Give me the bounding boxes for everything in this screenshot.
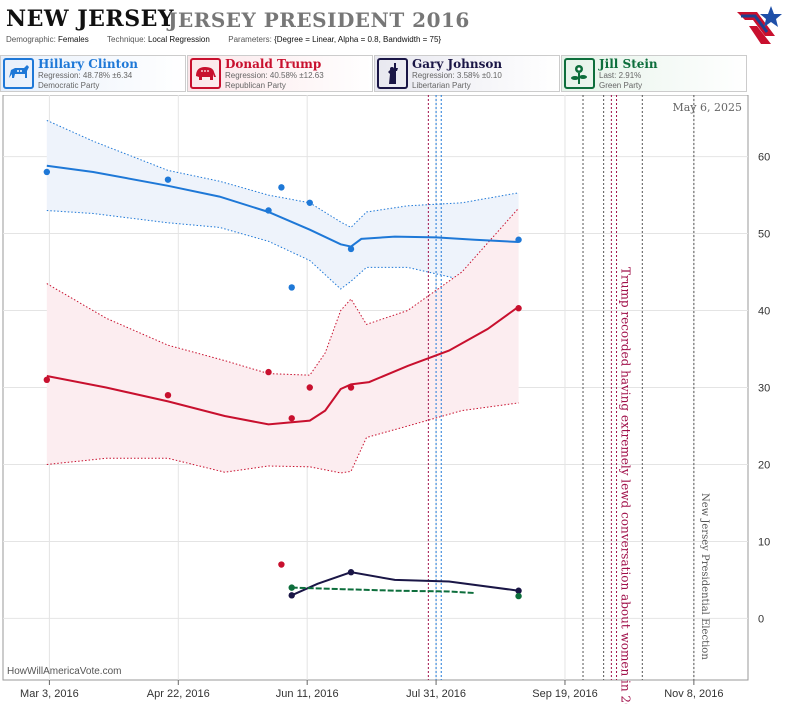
x-tick-label: Jul 31, 2016 [406, 688, 466, 700]
y-tick-label: 30 [758, 383, 770, 395]
candidate-party: Republican Party [225, 81, 286, 90]
x-tick-label: Jun 11, 2016 [276, 688, 339, 700]
y-tick-label: 50 [758, 229, 770, 241]
data-point [43, 168, 51, 176]
data-point [43, 376, 51, 384]
candidate-stat: Regression: 48.78% ±6.34 [38, 71, 133, 80]
data-point [278, 561, 285, 568]
data-point [288, 284, 295, 291]
candidate-card-stein[interactable]: Jill Stein Last: 2.91% Green Party [561, 55, 747, 92]
x-tick-label: Nov 8, 2016 [664, 688, 723, 700]
data-point [347, 245, 355, 253]
candidate-stat: Regression: 3.58% ±0.10 [412, 71, 502, 80]
candidate-party: Green Party [599, 81, 643, 90]
x-tick-label: Mar 3, 2016 [20, 688, 79, 700]
confidence-lower-line [46, 402, 519, 474]
trend-line [291, 571, 519, 597]
site-logo-icon [737, 6, 782, 44]
annotation-label: New Jersey Presidential Election [699, 493, 710, 660]
statue-of-liberty-icon [377, 58, 408, 89]
data-point [288, 592, 295, 599]
data-point [288, 415, 295, 422]
trend-line [46, 164, 519, 248]
confidence-lower-line [46, 210, 519, 292]
y-tick-label: 10 [758, 536, 770, 548]
y-tick-label: 20 [758, 459, 770, 471]
candidate-name: Hillary Clinton [38, 57, 138, 71]
y-tick-label: 60 [758, 152, 770, 164]
confidence-band [46, 208, 519, 473]
polling-chart: 0 10 20 30 40 50 60 Mar 3, 2016 Apr 22, 2016 Jun … [2, 95, 770, 704]
data-point [306, 199, 313, 206]
annotation-label: Trump recorded having extremely lewd con… [618, 267, 632, 704]
candidate-name: Jill Stein [599, 57, 658, 71]
donkey-icon [3, 58, 34, 89]
trend-line [291, 586, 475, 594]
data-point [265, 368, 272, 376]
demographic-label: Demographic: [6, 35, 56, 44]
elephant-icon [190, 58, 221, 89]
candidate-name: Donald Trump [225, 57, 322, 71]
confidence-upper-line [46, 207, 519, 376]
y-tick-label: 0 [758, 613, 764, 625]
data-point [164, 391, 172, 399]
parameters-value: {Degree = Linear, Alpha = 0.8, Bandwidth… [274, 35, 442, 44]
data-point [515, 587, 522, 594]
candidate-card-clinton[interactable]: Hillary Clinton Regression: 48.78% ±6.34… [0, 55, 186, 92]
x-tick-label: Sep 19, 2016 [532, 688, 597, 700]
trend-line [46, 305, 520, 426]
data-point [164, 176, 172, 183]
candidate-party: Democratic Party [38, 81, 100, 90]
state-title: NEW JERSEY [6, 6, 175, 32]
technique-value: Local Regression [147, 35, 210, 44]
technique-label: Technique: [107, 35, 146, 44]
data-point [347, 569, 355, 576]
data-point [347, 384, 355, 391]
data-point [515, 236, 522, 243]
parameters-label: Parameters: [228, 35, 272, 44]
parameters-line: Demographic: Females Technique: Local Re… [6, 35, 441, 44]
y-tick-label: 40 [758, 306, 770, 318]
flower-icon [564, 58, 595, 89]
candidate-stat: Last: 2.91% [599, 71, 642, 80]
watermark: HowWillAmericaVote.com [7, 666, 121, 677]
data-point [306, 384, 313, 391]
data-point [515, 305, 522, 312]
candidate-stat: Regression: 40.58% ±12.63 [225, 71, 324, 80]
confidence-band [46, 120, 519, 292]
candidate-party: Libertarian Party [412, 81, 471, 90]
candidate-card-trump[interactable]: Donald Trump Regression: 40.58% ±12.63 R… [187, 55, 373, 92]
data-point [265, 207, 272, 214]
candidate-name: Gary Johnson [412, 57, 503, 71]
date-stamp: May 6, 2025 [672, 101, 742, 114]
x-tick-label: Apr 22, 2016 [147, 688, 210, 700]
confidence-upper-line [46, 119, 519, 229]
data-point [278, 184, 285, 191]
demographic-value: Females [58, 35, 89, 44]
candidate-card-johnson[interactable]: Gary Johnson Regression: 3.58% ±0.10 Lib… [374, 55, 560, 92]
race-title: JERSEY PRESIDENT 2016 [168, 8, 470, 32]
data-point [515, 592, 522, 600]
data-point [288, 584, 295, 591]
